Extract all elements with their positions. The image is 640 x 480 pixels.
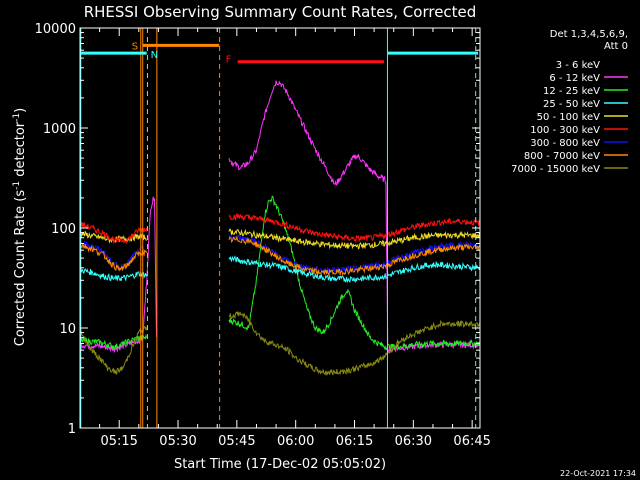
legend-header: Att 0 bbox=[604, 41, 628, 52]
x-tick-label: 05:45 bbox=[218, 434, 255, 449]
legend-label-100-300-kev: 100 - 300 keV bbox=[530, 125, 600, 136]
y-axis-label-sup2: -1 bbox=[12, 113, 22, 122]
legend-label-6-12-kev: 6 - 12 keV bbox=[549, 73, 600, 84]
series-line-12-25-kev bbox=[80, 195, 480, 351]
x-tick-label: 05:30 bbox=[159, 434, 196, 449]
series-line-3-6-kev bbox=[138, 119, 477, 428]
y-tick-label: 1 bbox=[68, 422, 76, 437]
legend-label-3-6-kev: 3 - 6 keV bbox=[556, 60, 600, 71]
legend-header: Det 1,3,4,5,6,9, bbox=[550, 29, 628, 40]
series-layer bbox=[80, 80, 480, 428]
x-axis-label: Start Time (17-Dec-02 05:05:02) bbox=[174, 457, 386, 472]
interval-layer: S N F bbox=[80, 28, 479, 428]
y-axis-label-sup1: -1 bbox=[12, 181, 22, 190]
interval-label-s: S bbox=[132, 41, 138, 52]
y-tick-label: 10 bbox=[59, 322, 76, 337]
series-line-100-300-kev bbox=[80, 213, 480, 245]
series-line-50-100-kev bbox=[80, 228, 480, 250]
series-line-800-7000-kev bbox=[80, 235, 480, 278]
svg-text:Corrected Count Rate (s-1 dete: Corrected Count Rate (s-1 detector-1) bbox=[12, 108, 28, 346]
x-tick-label: 06:30 bbox=[395, 434, 432, 449]
x-tick-label: 06:00 bbox=[277, 434, 314, 449]
footer-timestamp: 22-Oct-2021 17:34 bbox=[560, 469, 636, 478]
y-axis-label-text: Corrected Count Rate (s bbox=[13, 190, 28, 347]
interval-label-f: F bbox=[226, 55, 232, 66]
legend-label-50-100-kev: 50 - 100 keV bbox=[537, 112, 601, 123]
y-tick-label: 100 bbox=[51, 222, 76, 237]
interval-label-n: N bbox=[151, 50, 158, 61]
y-tick-label: 10000 bbox=[35, 22, 76, 37]
y-axis-label-mid: detector bbox=[13, 121, 28, 181]
legend-label-12-25-kev: 12 - 25 keV bbox=[543, 86, 600, 97]
legend-label-7000-15000-kev: 7000 - 15000 keV bbox=[511, 164, 600, 175]
chart-title: RHESSI Observing Summary Count Rates, Co… bbox=[84, 3, 477, 21]
y-tick-label: 1000 bbox=[43, 122, 76, 137]
series-line-7000-15000-kev bbox=[80, 311, 480, 377]
x-tick-label: 05:15 bbox=[100, 434, 137, 449]
legend-label-25-50-kev: 25 - 50 keV bbox=[543, 99, 600, 110]
x-tick-label: 06:45 bbox=[453, 434, 490, 449]
series-line-25-50-kev bbox=[80, 255, 480, 284]
legend-label-800-7000-kev: 800 - 7000 keV bbox=[524, 151, 600, 162]
axes-layer: 05:15 05:30 05:45 06:00 06:15 06:30 06:45 1 10 10… bbox=[35, 22, 491, 449]
legend-label-300-800-kev: 300 - 800 keV bbox=[530, 138, 600, 149]
y-axis-label: Corrected Count Rate (s-1 detector-1) bbox=[12, 108, 28, 346]
y-axis-label-end: ) bbox=[13, 108, 28, 113]
x-tick-label: 06:15 bbox=[336, 434, 373, 449]
legend: Det 1,3,4,5,6,9,Att 0 3 - 6 keV 6 - 12 keV… bbox=[511, 29, 628, 175]
